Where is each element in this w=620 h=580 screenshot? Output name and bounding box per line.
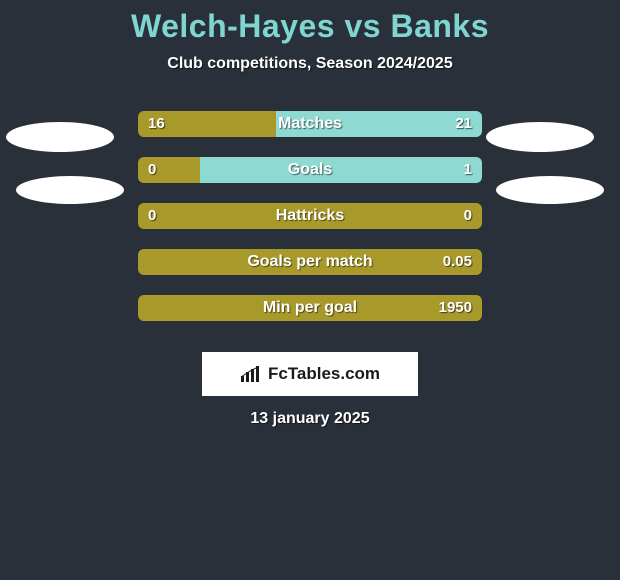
comparison-infographic: Welch-Hayes vs Banks Club competitions, … — [0, 0, 620, 580]
bar-chart-icon — [240, 365, 262, 383]
stat-label: Min per goal — [138, 295, 482, 321]
stat-row: 0.05Goals per match — [0, 239, 620, 285]
stat-row: 1621Matches — [0, 101, 620, 147]
stat-rows: 1621Matches01Goals00Hattricks0.05Goals p… — [0, 101, 620, 331]
stat-label: Hattricks — [138, 203, 482, 229]
page-subtitle: Club competitions, Season 2024/2025 — [0, 55, 620, 73]
stat-row: 01Goals — [0, 147, 620, 193]
stat-row: 00Hattricks — [0, 193, 620, 239]
date-label: 13 january 2025 — [0, 410, 620, 428]
stat-label: Goals per match — [138, 249, 482, 275]
stat-label: Matches — [138, 111, 482, 137]
source-logo: FcTables.com — [202, 352, 418, 396]
stat-row: 1950Min per goal — [0, 285, 620, 331]
page-title: Welch-Hayes vs Banks — [0, 8, 620, 45]
source-logo-text: FcTables.com — [268, 364, 380, 384]
stat-label: Goals — [138, 157, 482, 183]
